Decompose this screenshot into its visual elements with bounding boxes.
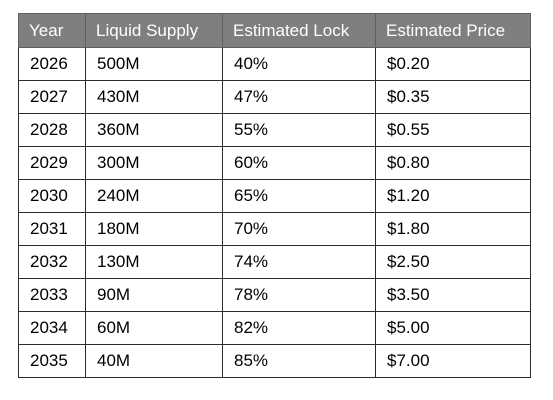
- cell-estimated-price: $0.80: [375, 146, 531, 180]
- table-row: 2029 300M 60% $0.80: [18, 146, 531, 180]
- cell-estimated-price: $0.35: [375, 80, 531, 114]
- header-liquid-supply: Liquid Supply: [85, 13, 223, 48]
- table-row: 2034 60M 82% $5.00: [18, 311, 531, 345]
- cell-year: 2035: [18, 344, 86, 378]
- cell-estimated-lock: 74%: [222, 245, 376, 279]
- cell-liquid-supply: 40M: [85, 344, 223, 378]
- cell-estimated-lock: 85%: [222, 344, 376, 378]
- cell-estimated-lock: 60%: [222, 146, 376, 180]
- table-row: 2030 240M 65% $1.20: [18, 179, 531, 213]
- cell-liquid-supply: 300M: [85, 146, 223, 180]
- cell-liquid-supply: 180M: [85, 212, 223, 246]
- table-row: 2032 130M 74% $2.50: [18, 245, 531, 279]
- cell-estimated-price: $1.80: [375, 212, 531, 246]
- table-body: 2026 500M 40% $0.20 2027 430M 47% $0.35 …: [18, 47, 531, 378]
- table-row: 2027 430M 47% $0.35: [18, 80, 531, 114]
- cell-liquid-supply: 360M: [85, 113, 223, 147]
- cell-estimated-price: $5.00: [375, 311, 531, 345]
- cell-year: 2031: [18, 212, 86, 246]
- cell-estimated-lock: 40%: [222, 47, 376, 81]
- table-row: 2031 180M 70% $1.80: [18, 212, 531, 246]
- cell-estimated-price: $3.50: [375, 278, 531, 312]
- cell-estimated-lock: 82%: [222, 311, 376, 345]
- header-year: Year: [18, 13, 86, 48]
- cell-year: 2026: [18, 47, 86, 81]
- cell-estimated-lock: 47%: [222, 80, 376, 114]
- cell-year: 2034: [18, 311, 86, 345]
- header-estimated-price: Estimated Price: [375, 13, 531, 48]
- table-row: 2033 90M 78% $3.50: [18, 278, 531, 312]
- table-row: 2035 40M 85% $7.00: [18, 344, 531, 378]
- projection-table: Year Liquid Supply Estimated Lock Estima…: [18, 13, 531, 378]
- table-header: Year Liquid Supply Estimated Lock Estima…: [18, 13, 531, 48]
- cell-year: 2033: [18, 278, 86, 312]
- cell-liquid-supply: 130M: [85, 245, 223, 279]
- cell-estimated-lock: 55%: [222, 113, 376, 147]
- cell-year: 2030: [18, 179, 86, 213]
- cell-estimated-price: $0.55: [375, 113, 531, 147]
- cell-estimated-lock: 70%: [222, 212, 376, 246]
- table-row: 2028 360M 55% $0.55: [18, 113, 531, 147]
- projection-table-container: Year Liquid Supply Estimated Lock Estima…: [18, 13, 531, 378]
- cell-estimated-price: $1.20: [375, 179, 531, 213]
- cell-estimated-lock: 65%: [222, 179, 376, 213]
- table-row: 2026 500M 40% $0.20: [18, 47, 531, 81]
- cell-year: 2032: [18, 245, 86, 279]
- cell-year: 2028: [18, 113, 86, 147]
- cell-liquid-supply: 500M: [85, 47, 223, 81]
- cell-year: 2029: [18, 146, 86, 180]
- cell-liquid-supply: 60M: [85, 311, 223, 345]
- header-row: Year Liquid Supply Estimated Lock Estima…: [18, 13, 531, 48]
- cell-estimated-lock: 78%: [222, 278, 376, 312]
- cell-liquid-supply: 430M: [85, 80, 223, 114]
- header-estimated-lock: Estimated Lock: [222, 13, 376, 48]
- cell-liquid-supply: 90M: [85, 278, 223, 312]
- cell-liquid-supply: 240M: [85, 179, 223, 213]
- cell-estimated-price: $0.20: [375, 47, 531, 81]
- cell-year: 2027: [18, 80, 86, 114]
- cell-estimated-price: $7.00: [375, 344, 531, 378]
- cell-estimated-price: $2.50: [375, 245, 531, 279]
